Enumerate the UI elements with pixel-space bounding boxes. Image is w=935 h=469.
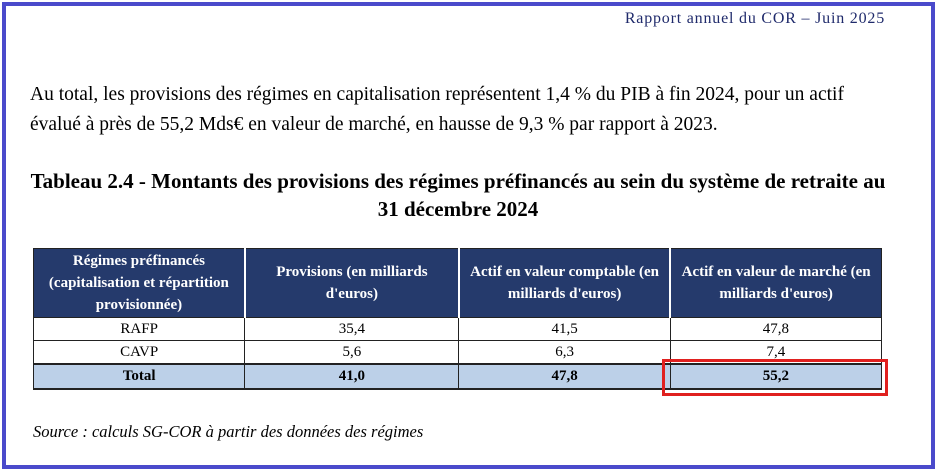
column-header-market-value: Actif en valeur de marché (en milliards …	[669, 248, 883, 318]
table-total-row: Total 41,0 47,8 55,2	[32, 363, 883, 390]
table-row: RAFP 35,4 41,5 47,8	[32, 317, 883, 341]
total-book-value: 47,8	[458, 363, 671, 390]
table-title: Tableau 2.4 - Montants des provisions de…	[30, 169, 886, 221]
total-provisions: 41,0	[244, 363, 460, 390]
total-market-value: 55,2	[669, 363, 883, 390]
table-cell: 41,5	[458, 317, 671, 341]
table-cell: 35,4	[244, 317, 460, 341]
body-paragraph: Au total, les provisions des régimes en …	[30, 84, 844, 135]
table-row: CAVP 5,6 6,3 7,4	[32, 340, 883, 365]
column-header-provisions: Provisions (en milliards d'euros)	[244, 248, 460, 318]
highlight-box	[662, 359, 888, 396]
column-header-regimes: Régimes préfinancés (capitalisation et r…	[32, 248, 246, 318]
table-cell: 6,3	[458, 340, 671, 365]
table-header-row: Régimes préfinancés (capitalisation et r…	[32, 248, 883, 318]
table-cell: RAFP	[32, 317, 246, 341]
source-note: Source : calculs SG-COR à partir des don…	[33, 422, 424, 441]
provisions-table: Régimes préfinancés (capitalisation et r…	[32, 248, 883, 390]
total-label: Total	[32, 363, 246, 390]
table-cell: 47,8	[669, 317, 883, 341]
column-header-book-value: Actif en valeur comptable (en milliards …	[458, 248, 672, 318]
table-cell: CAVP	[32, 340, 246, 365]
report-header: Rapport annuel du COR – Juin 2025	[624, 10, 885, 27]
table-cell: 5,6	[244, 340, 460, 365]
